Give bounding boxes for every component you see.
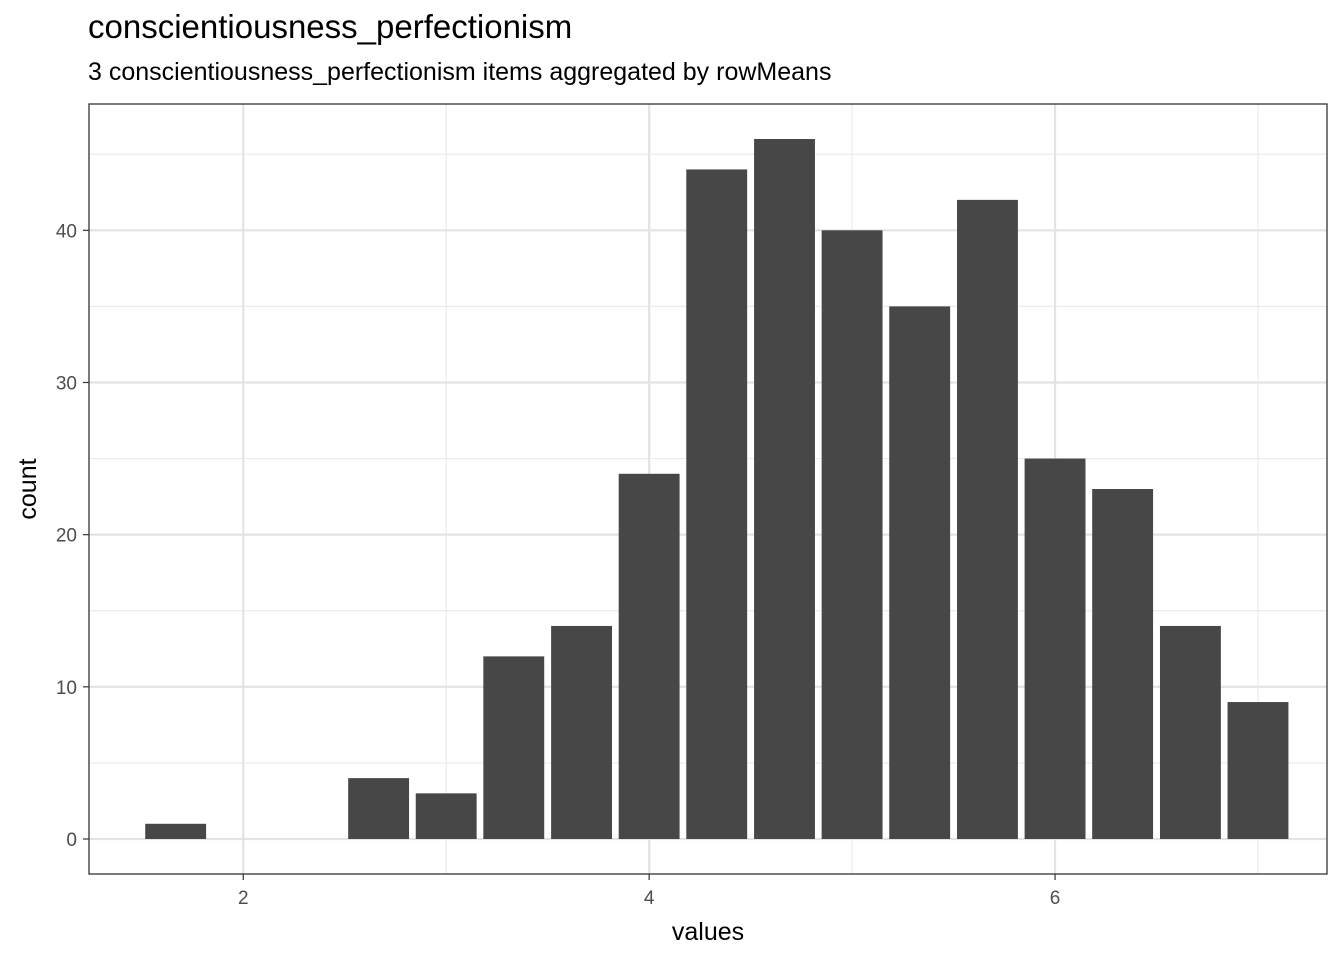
- histogram-bar: [415, 793, 477, 839]
- x-tick-label: 6: [1050, 888, 1061, 909]
- bars: [145, 139, 1289, 840]
- histogram-bar: [483, 656, 545, 839]
- histogram-bar: [1092, 489, 1154, 839]
- y-axis: 0 10 20 30 40: [56, 221, 89, 851]
- histogram-bar: [1227, 702, 1289, 839]
- y-tick-label: 0: [66, 830, 77, 851]
- histogram-bar: [348, 778, 410, 839]
- histogram-bar: [754, 139, 815, 839]
- y-tick-label: 30: [56, 373, 77, 394]
- x-tick-label: 2: [238, 888, 249, 909]
- histogram-bar: [889, 306, 951, 839]
- plot-panel-border: [88, 103, 1328, 875]
- x-axis: 2 4 6: [238, 874, 1060, 909]
- histogram-bar: [145, 823, 207, 839]
- histogram-bar: [1159, 625, 1221, 839]
- histogram-bar: [686, 169, 748, 839]
- y-tick-label: 20: [56, 526, 77, 547]
- histogram-bar: [618, 473, 680, 839]
- x-axis-title: values: [672, 918, 744, 946]
- y-tick-label: 10: [56, 678, 77, 699]
- chart-title: conscientiousness_perfectionism: [88, 8, 573, 45]
- histogram-bar: [551, 625, 613, 839]
- chart-subtitle: 3 conscientiousness_perfectionism items …: [88, 58, 832, 86]
- y-tick-label: 40: [56, 221, 77, 242]
- histogram-bar: [1024, 458, 1086, 839]
- histogram-bar: [821, 230, 883, 840]
- y-axis-title: count: [14, 458, 42, 519]
- histogram-bar: [957, 199, 1018, 839]
- x-tick-label: 4: [644, 888, 655, 909]
